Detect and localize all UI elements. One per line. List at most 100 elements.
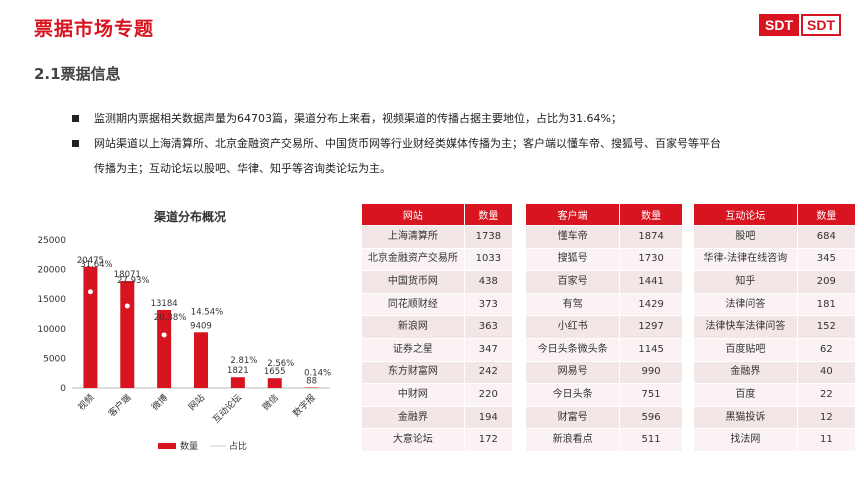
cell-name: 华律-法律在线咨询 [693,247,798,272]
bar [267,378,282,388]
percent-point [124,303,130,309]
percent-label: 14.54% [191,307,223,317]
bar [83,266,98,388]
y-tick-label: 15000 [37,295,66,305]
table-row: 法律问答 181 [693,292,857,317]
table-row: 网易号 990 [524,360,683,385]
web-table: 网站 数量 上海清算所 1738 北京金融资产交易所 1033 中国货币网 438 同花顺财… [361,203,514,452]
section-title: 2.1票据信息 [34,65,121,83]
table-row: 证券之星 347 [361,337,514,362]
cell-count: 1429 [619,292,683,317]
cell-name: 小红书 [524,315,621,339]
table-row: 法律快车法律问答 152 [693,315,857,339]
table-row: 中财网 220 [361,383,514,407]
bar [304,387,319,388]
cell-name: 法律快车法律问答 [693,315,798,339]
percent-label: 2.56% [267,359,294,369]
cell-name: 黑猫投诉 [693,405,798,430]
y-tick-label: 25000 [37,236,66,246]
cell-count: 1033 [463,247,514,272]
bullet-text: 网站渠道以上海清算所、北京金融资产交易所、中国货币网等行业财经类媒体传播为主；客… [94,137,721,150]
table-row: 黑猫投诉 12 [693,405,857,430]
table-row: 金融界 40 [693,360,857,385]
table-row: 新浪看点 511 [524,428,683,452]
cell-count: 1730 [619,247,683,272]
cell-name: 金融界 [361,405,465,430]
cell-count: 347 [463,337,514,362]
x-tick-label: 视频 [75,392,96,413]
cell-name: 金融界 [693,360,798,385]
bar [120,281,135,388]
cell-count: 22 [796,383,857,407]
cell-name: 财富号 [524,405,621,430]
bar-value-label: 18071 [114,270,141,280]
cell-count: 511 [619,428,683,452]
table-row: 中国货币网 438 [361,270,514,294]
cell-name: 新浪看点 [524,428,621,452]
cell-count: 1874 [619,225,683,249]
cell-name: 上海清算所 [361,225,465,249]
cell-name: 北京金融资产交易所 [361,247,465,272]
table-row: 懂车帝 1874 [524,225,683,249]
cell-name: 法律问答 [693,292,798,317]
bar [194,332,208,388]
forum-col-count: 数量 [796,203,857,226]
logo-left: SDT [759,14,799,36]
legend-swatch-count [158,443,176,449]
bullet-square-icon [72,140,79,147]
cell-count: 373 [463,292,514,317]
y-tick-label: 5000 [43,354,66,364]
percent-label: 20.38% [154,313,186,323]
percent-label: 0.14% [304,368,331,378]
table-row: 百度 22 [693,383,857,407]
cell-name: 知乎 [693,270,798,294]
table-row: 今日头条微头条 1145 [524,337,683,362]
cell-name: 有驾 [524,292,621,317]
client-table: 客户端 数量 懂车帝 1874 搜狐号 1730 百家号 1441 有驾 1429 小红书 129… [524,203,683,452]
bar-value-label: 1655 [264,367,286,377]
y-tick-label: 20000 [37,266,66,276]
cell-count: 194 [463,405,514,430]
cell-count: 220 [463,383,514,407]
x-tick-label: 互动论坛 [210,392,244,426]
bullet-item: 监测期内票据相关数据声量为64703篇，渠道分布上来看，视频渠道的传播占据主要地… [72,106,842,131]
table-row: 金融界 194 [361,405,514,430]
cell-name: 懂车帝 [524,225,621,249]
cell-count: 181 [796,292,857,317]
cell-count: 172 [463,428,514,452]
x-tick-label: 微博 [149,392,170,413]
bar [230,377,245,388]
cell-count: 751 [619,383,683,407]
table-row: 财富号 596 [524,405,683,430]
client-col-name: 客户端 [524,203,621,226]
cell-count: 1738 [463,225,514,249]
bar [157,309,172,388]
cell-name: 百家号 [524,270,621,294]
web-col-count: 数量 [463,203,514,226]
y-tick-label: 0 [60,384,66,394]
cell-count: 209 [796,270,857,294]
percent-label: 31.64% [80,260,112,270]
bar-value-label: 1821 [227,366,249,376]
cell-count: 152 [796,315,857,339]
table-row: 新浪网 363 [361,315,514,339]
table-row: 知乎 209 [693,270,857,294]
cell-count: 62 [796,337,857,362]
bar-value-label: 9409 [190,321,212,331]
table-row: 上海清算所 1738 [361,225,514,249]
table-row: 今日头条 751 [524,383,683,407]
cell-name: 新浪网 [361,315,465,339]
table-row: 华律-法律在线咨询 345 [693,247,857,272]
cell-count: 684 [796,225,857,249]
x-tick-label: 客户端 [106,392,134,420]
table-row: 搜狐号 1730 [524,247,683,272]
percent-label: 2.81% [230,356,257,366]
cell-name: 东方财富网 [361,360,465,385]
page-title: 票据市场专题 [34,18,155,40]
table-row: 股吧 684 [693,225,857,249]
cell-name: 中财网 [361,383,465,407]
cell-count: 438 [463,270,514,294]
table-row: 找法网 11 [693,428,857,452]
percent-point [161,332,167,338]
